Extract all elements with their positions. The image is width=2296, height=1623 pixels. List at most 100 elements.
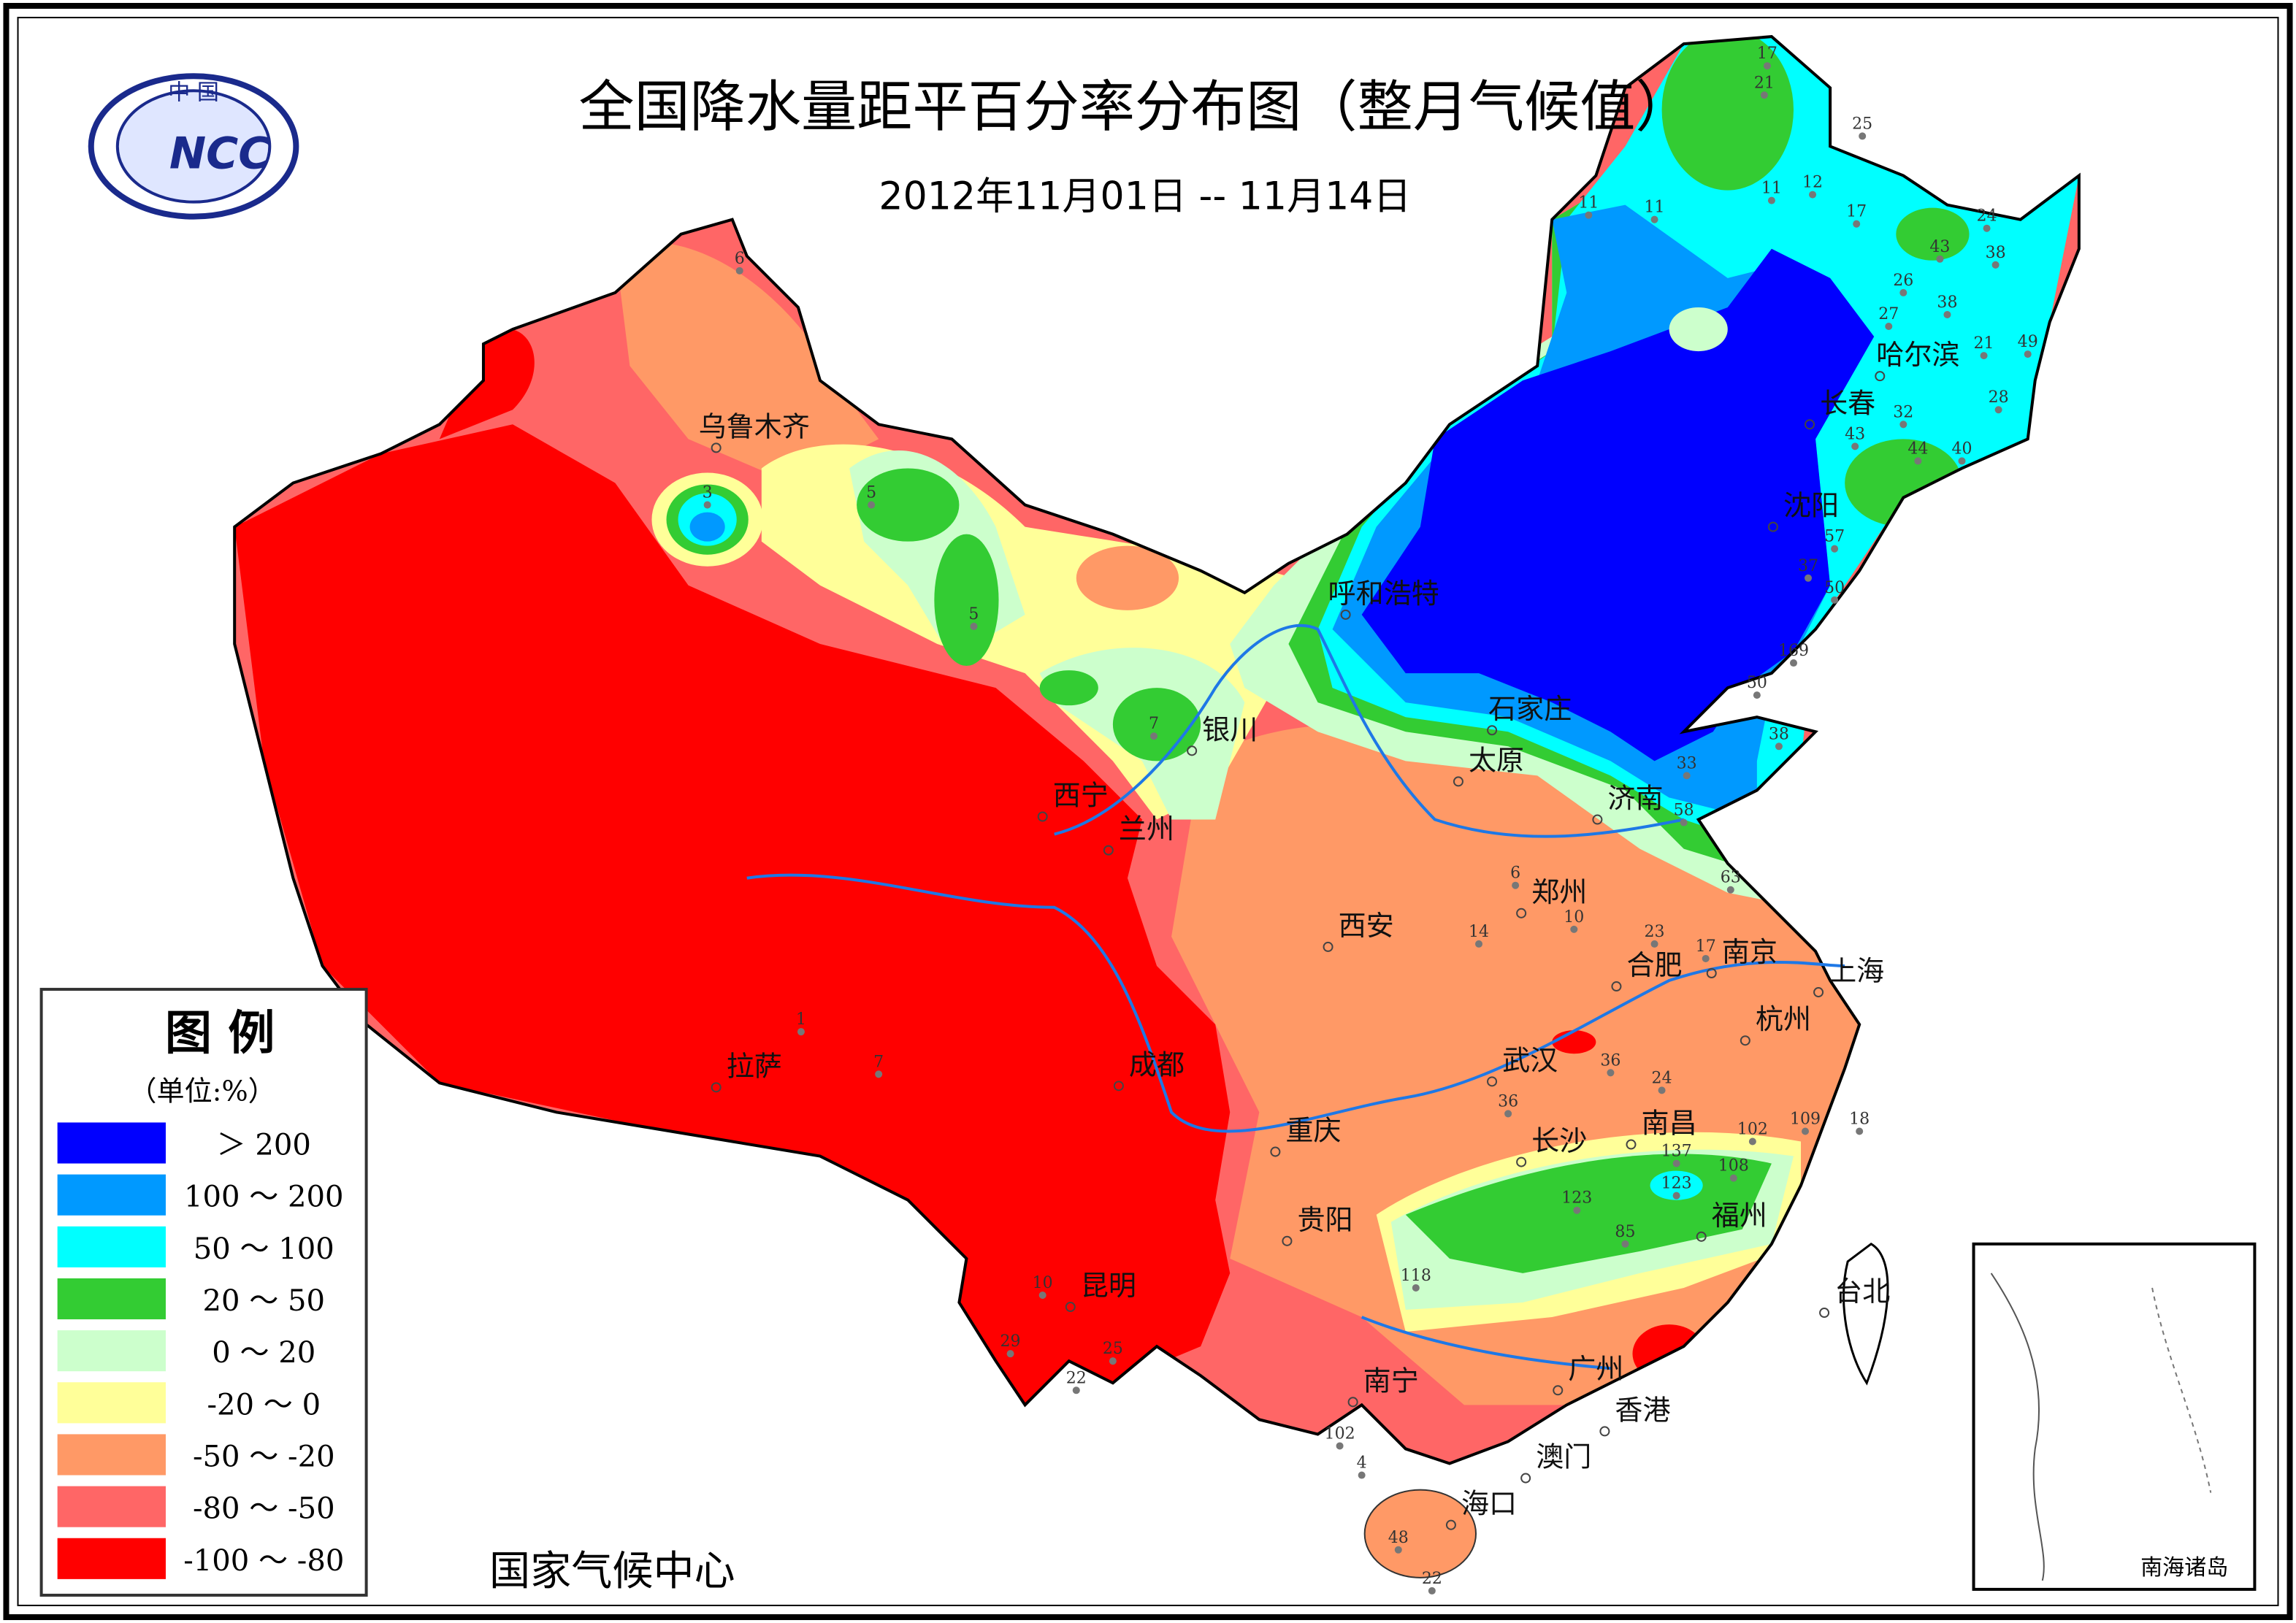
city-label: 昆明 [1081,1270,1136,1302]
station-value: 6 [1510,864,1520,883]
station-value: 4 [1357,1454,1367,1473]
station-dot [1856,1127,1864,1135]
legend-label: 0 ～ 20 [212,1336,315,1370]
legend-swatch [57,1174,166,1216]
station-dot [1853,220,1861,228]
city-label: 武汉 [1502,1044,1558,1076]
station-dot [1885,322,1893,331]
station-value: 21 [1754,74,1775,92]
logo-letters: NCC [169,128,271,180]
city-label: 沈阳 [1783,490,1839,522]
legend-swatch [57,1278,166,1320]
city-marker [1813,987,1824,998]
station-dot [1983,224,1991,232]
city-label: 贵阳 [1297,1204,1352,1236]
station-value: 25 [1852,115,1872,133]
station-value: 102 [1737,1120,1768,1138]
station-value: 137 [1661,1143,1692,1161]
legend-label: 50 ～ 100 [194,1232,334,1266]
station-value: 17 [1757,45,1778,63]
station-value: 38 [1986,244,2006,262]
station-dot [797,1028,805,1036]
city-label: 西安 [1339,910,1394,942]
city-label: 南京 [1722,936,1778,968]
station-dot [1943,310,1951,318]
south-china-sea-inset: 南海诸岛 [1972,1242,2257,1591]
station-dot [1006,1350,1014,1358]
city-marker [1516,908,1527,918]
station-dot [1753,691,1761,699]
city-marker [1323,941,1333,952]
city-marker [1282,1235,1293,1246]
station-value: 108 [1718,1157,1749,1175]
station-dot [1475,940,1483,948]
station-dot [1038,1291,1046,1300]
station-dot [1672,1192,1680,1200]
city-marker [1805,419,1815,430]
station-value: 1 [796,1010,806,1029]
station-value: 49 [2018,333,2038,351]
station-value: 43 [1845,425,1865,443]
station-value: 32 [1893,403,1913,421]
city-label: 郑州 [1531,876,1587,908]
city-marker [1445,1519,1456,1530]
station-value: 109 [1790,1110,1821,1128]
city-marker [1340,609,1351,620]
station-value: 21 [1974,334,1994,353]
city-marker [1037,811,1048,822]
city-marker [1453,776,1463,787]
legend-label: ＞ 200 [217,1129,311,1162]
city-marker [1767,521,1778,532]
inner-frame [17,17,2279,1606]
map-title: 全国降水量距平百分率分布图（整月气候值） [578,74,1691,139]
legend-swatch [57,1486,166,1527]
city-label: 南昌 [1642,1107,1697,1139]
city-label: 哈尔滨 [1876,339,1959,371]
station-value: 7 [873,1053,884,1071]
legend-swatch [57,1538,166,1579]
station-value: 22 [1422,1570,1442,1588]
station-value: 18 [1849,1110,1870,1128]
station-dot [1729,1174,1737,1182]
legend-label: -80 ～ -50 [193,1492,335,1526]
station-value: 7 [1149,715,1159,733]
station-value: 24 [1652,1069,1672,1087]
station-dot [1072,1386,1080,1394]
station-value: 36 [1600,1051,1620,1070]
station-value: 22 [1066,1369,1087,1387]
station-dot [1650,940,1658,948]
station-dot [1680,818,1688,826]
station-value: 50 [1747,674,1767,692]
station-value: 27 [1878,305,1899,323]
city-label: 石家庄 [1488,693,1572,725]
city-label: 成都 [1129,1048,1185,1081]
hainan-island [1363,1489,1477,1578]
city-marker [1875,371,1886,382]
station-value: 123 [1561,1189,1592,1208]
station-value: 43 [1929,238,1950,256]
yellow-river [1054,624,1685,838]
city-marker [1520,1473,1531,1484]
city-marker [1187,745,1198,756]
station-value: 11 [1578,194,1599,212]
station-value: 5 [968,605,979,624]
station-dot [1851,442,1859,450]
city-label: 乌鲁木齐 [699,410,810,442]
station-value: 63 [1721,869,1741,887]
outer-frame [3,3,2293,1620]
station-dot [1802,1127,1810,1135]
station-dot [1412,1284,1420,1292]
station-dot [1702,954,1710,962]
yangtze-river [746,873,1845,1133]
station-dot [1607,1069,1615,1077]
city-marker [1592,814,1603,825]
station-value: 24 [1977,207,1997,226]
station-value: 6 [735,250,745,268]
station-dot [1958,457,1966,465]
station-value: 36 [1498,1092,1518,1110]
footer-agency: 国家气候中心 [489,1548,735,1595]
station-dot [1763,62,1771,70]
station-dot [1428,1586,1436,1595]
